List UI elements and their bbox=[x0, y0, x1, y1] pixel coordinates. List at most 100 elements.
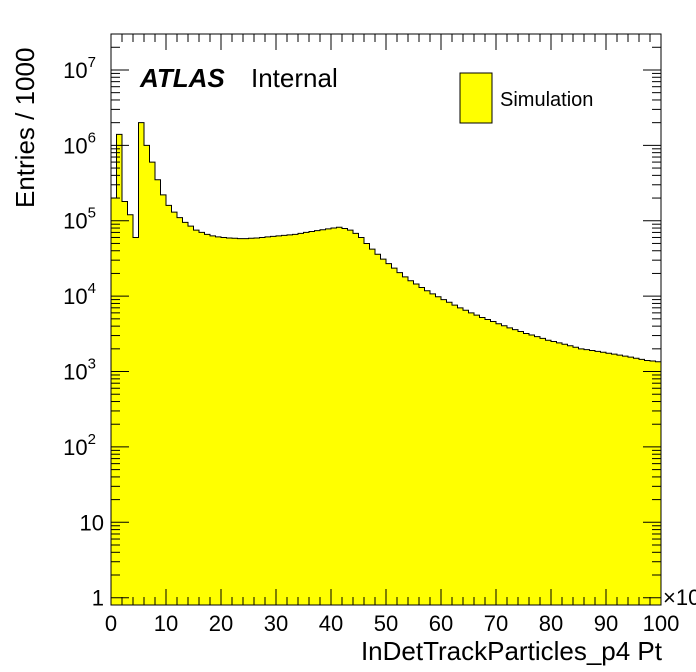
plot-frame bbox=[110, 33, 662, 606]
histogram-bin bbox=[210, 235, 216, 606]
histogram-bin bbox=[325, 228, 332, 605]
histogram-bin bbox=[523, 333, 530, 605]
histogram-bin bbox=[479, 317, 486, 605]
histogram-bin bbox=[545, 340, 552, 605]
x-tick-label: 10 bbox=[154, 611, 178, 636]
histogram-bin bbox=[507, 327, 513, 605]
histogram-bin bbox=[485, 319, 491, 605]
histogram-bin bbox=[160, 194, 167, 605]
histogram-bin bbox=[562, 344, 568, 605]
histogram-bin bbox=[243, 238, 249, 605]
histogram-bin bbox=[534, 336, 541, 605]
legend-entry-simulation: Simulation bbox=[500, 89, 593, 111]
x-tick-label: 80 bbox=[539, 611, 563, 636]
histogram-bin bbox=[402, 276, 409, 605]
histogram-bin bbox=[452, 305, 458, 605]
histogram-bin bbox=[232, 238, 238, 605]
histogram-bin bbox=[595, 351, 601, 605]
histogram-bin bbox=[331, 228, 337, 605]
histogram-bin bbox=[419, 287, 425, 605]
histogram-bin bbox=[501, 325, 508, 605]
x-tick-label: 40 bbox=[319, 611, 343, 636]
y-tick-exponent: 5 bbox=[88, 205, 96, 222]
x-tick-label: 30 bbox=[264, 611, 288, 636]
histogram-bin bbox=[573, 347, 579, 605]
histogram-bin bbox=[166, 205, 172, 606]
internal-label: Internal bbox=[251, 63, 338, 93]
histogram-bin bbox=[468, 312, 475, 605]
histogram-bin bbox=[496, 323, 502, 605]
histogram-bin bbox=[320, 229, 326, 605]
histogram-bin bbox=[391, 268, 398, 605]
histogram-bin bbox=[171, 212, 178, 606]
y-tick-label: 10 bbox=[80, 510, 104, 535]
histogram-bin bbox=[133, 237, 139, 605]
histogram-bin bbox=[655, 361, 662, 605]
histogram-bin bbox=[490, 321, 497, 605]
histogram-bin bbox=[430, 293, 436, 605]
histogram-bin bbox=[540, 338, 546, 605]
histogram-bin bbox=[292, 234, 299, 605]
histogram-bars bbox=[111, 122, 662, 606]
histogram-outline bbox=[110, 122, 662, 605]
histogram-bin bbox=[529, 335, 535, 605]
histogram-bin bbox=[584, 349, 590, 605]
histogram-bin bbox=[122, 201, 128, 605]
histogram-bin bbox=[287, 234, 293, 605]
histogram-bin bbox=[600, 352, 607, 605]
histogram-bin bbox=[149, 162, 156, 605]
histogram-bin bbox=[512, 329, 519, 605]
histogram-bin bbox=[270, 236, 277, 606]
histogram-bin bbox=[188, 226, 194, 605]
x-tick-label: 0 bbox=[105, 611, 117, 636]
histogram-bin bbox=[155, 179, 161, 605]
histogram-bin bbox=[633, 358, 640, 605]
y-tick-exponent: 2 bbox=[88, 431, 96, 448]
histogram-bin bbox=[424, 290, 431, 605]
histogram-bin bbox=[138, 122, 145, 606]
histogram-bin bbox=[639, 359, 645, 605]
histogram-bin bbox=[578, 348, 585, 605]
histogram-bin bbox=[314, 230, 321, 606]
histogram-bin bbox=[237, 238, 244, 605]
histogram-bin bbox=[617, 355, 623, 605]
histogram-bin bbox=[518, 331, 524, 605]
histogram-bin bbox=[276, 235, 282, 606]
histogram-bin bbox=[364, 243, 370, 605]
histogram-bin bbox=[386, 263, 392, 605]
histogram-bin bbox=[474, 315, 480, 605]
histogram-bin bbox=[182, 222, 189, 605]
histogram-bin bbox=[336, 227, 343, 605]
histogram-bin bbox=[397, 272, 403, 605]
x-axis-title: InDetTrackParticles_p4 Pt bbox=[361, 636, 663, 666]
histogram-bin bbox=[298, 233, 304, 605]
histogram-bin bbox=[204, 234, 211, 605]
histogram-bin bbox=[457, 307, 464, 605]
histogram-bin bbox=[259, 237, 266, 605]
histogram-bin bbox=[303, 232, 310, 605]
x-multiplier-label: ×10 bbox=[663, 585, 696, 610]
histogram-bin bbox=[193, 230, 200, 605]
histogram-bin bbox=[177, 217, 183, 606]
y-tick-exponent: 3 bbox=[88, 356, 96, 373]
histogram-bin bbox=[435, 296, 442, 605]
x-tick-labels: 0 10 20 30 40 50 60 70 80 90 100 bbox=[105, 611, 679, 636]
x-tick-label: 60 bbox=[429, 611, 453, 636]
y-axis-title: Entries / 1000 bbox=[10, 48, 40, 208]
histogram-bin bbox=[353, 233, 359, 605]
histogram-bin bbox=[254, 238, 260, 605]
histogram-bin bbox=[628, 357, 634, 605]
x-tick-label: 70 bbox=[484, 611, 508, 636]
histogram-bin bbox=[551, 341, 557, 605]
histogram-bin bbox=[215, 236, 222, 605]
histogram-bin bbox=[248, 238, 255, 605]
histogram-bin bbox=[144, 145, 150, 606]
legend-swatch bbox=[459, 72, 493, 124]
y-tick-label: 1 bbox=[92, 586, 104, 611]
histogram-bin bbox=[358, 237, 365, 605]
histogram-bin bbox=[226, 238, 233, 605]
histogram-bin bbox=[309, 231, 315, 605]
histogram-bin bbox=[441, 299, 447, 605]
histogram-bin bbox=[463, 310, 469, 605]
